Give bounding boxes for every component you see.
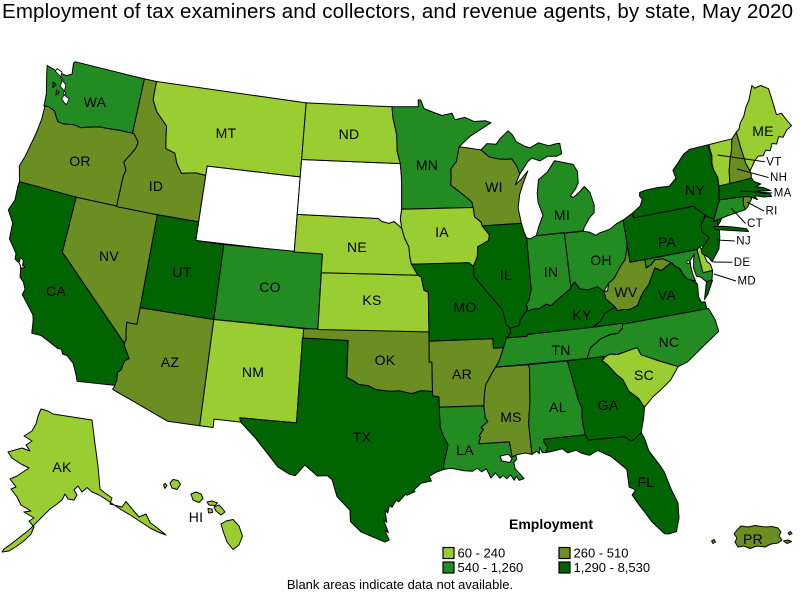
svg-text:UT: UT [172, 264, 191, 280]
svg-text:WA: WA [84, 94, 107, 110]
svg-text:LA: LA [456, 442, 474, 458]
svg-text:NC: NC [659, 334, 680, 350]
svg-text:Employment of tax examiners an: Employment of tax examiners and collecto… [2, 0, 793, 23]
svg-text:OR: OR [69, 153, 91, 169]
svg-text:PA: PA [658, 234, 677, 250]
svg-text:60 - 240: 60 - 240 [458, 546, 506, 561]
svg-text:TN: TN [551, 342, 570, 358]
svg-text:NV: NV [99, 248, 119, 264]
svg-text:PR: PR [743, 531, 763, 547]
svg-text:NY: NY [685, 182, 705, 198]
svg-text:OH: OH [590, 252, 612, 268]
svg-text:GA: GA [598, 397, 619, 413]
svg-text:CA: CA [46, 283, 66, 299]
svg-text:SC: SC [634, 367, 654, 383]
svg-text:KY: KY [572, 307, 592, 323]
svg-text:AZ: AZ [161, 354, 180, 370]
svg-text:260 - 510: 260 - 510 [574, 546, 629, 561]
svg-text:CT: CT [747, 218, 763, 230]
svg-text:NJ: NJ [736, 236, 751, 248]
svg-text:AL: AL [549, 399, 567, 415]
svg-text:KS: KS [362, 292, 381, 308]
svg-text:1,290 - 8,530: 1,290 - 8,530 [574, 560, 651, 575]
svg-text:AK: AK [52, 459, 72, 475]
svg-text:MI: MI [554, 207, 570, 223]
svg-text:TX: TX [353, 429, 372, 445]
svg-text:WV: WV [614, 284, 638, 300]
svg-text:FL: FL [638, 474, 655, 490]
svg-text:HI: HI [189, 509, 204, 525]
svg-text:NM: NM [242, 364, 264, 380]
svg-text:MN: MN [416, 157, 438, 173]
svg-text:Blank areas indicate data not: Blank areas indicate data not available. [287, 577, 513, 592]
svg-text:DE: DE [734, 257, 751, 269]
svg-text:VA: VA [658, 287, 677, 303]
svg-text:ID: ID [149, 178, 164, 194]
svg-text:WI: WI [485, 179, 503, 195]
svg-text:Employment: Employment [509, 516, 593, 532]
svg-text:RI: RI [766, 206, 778, 218]
svg-text:AR: AR [452, 366, 472, 382]
svg-text:ND: ND [339, 126, 360, 142]
svg-text:OK: OK [375, 352, 396, 368]
svg-text:NH: NH [770, 172, 787, 184]
svg-text:NE: NE [347, 239, 367, 255]
svg-text:VT: VT [766, 156, 781, 168]
svg-text:IL: IL [500, 267, 512, 283]
svg-text:MT: MT [216, 125, 237, 141]
svg-text:ME: ME [752, 123, 774, 139]
svg-text:MS: MS [500, 409, 522, 425]
svg-text:MD: MD [738, 276, 757, 288]
svg-text:CO: CO [259, 279, 281, 295]
svg-text:IA: IA [435, 224, 449, 240]
svg-text:IN: IN [544, 264, 559, 280]
svg-text:540 - 1,260: 540 - 1,260 [458, 560, 524, 575]
svg-text:MO: MO [453, 299, 476, 315]
svg-text:MA: MA [774, 188, 792, 200]
